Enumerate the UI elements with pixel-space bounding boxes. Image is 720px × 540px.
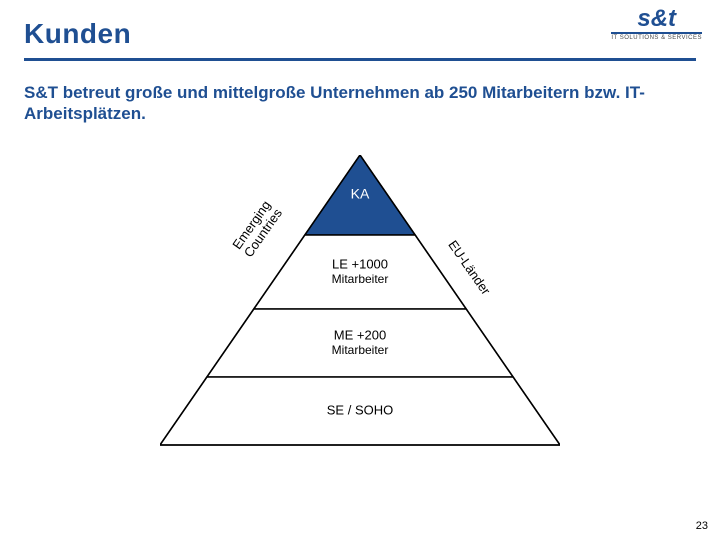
- title-underline: [24, 58, 696, 61]
- pyramid-label-ka: KA: [351, 186, 370, 202]
- pyramid-label-me: ME +200: [334, 327, 386, 342]
- logo-tagline: IT SOLUTIONS & SERVICES: [611, 32, 702, 41]
- slide-header: Kunden s&t IT SOLUTIONS & SERVICES: [0, 0, 720, 60]
- logo: s&t IT SOLUTIONS & SERVICES: [611, 8, 702, 41]
- pyramid-diagram: KALE +1000MitarbeiterME +200MitarbeiterS…: [160, 155, 560, 475]
- subtitle: S&T betreut große und mittelgroße Untern…: [24, 82, 696, 125]
- pyramid-sublabel-le: Mitarbeiter: [332, 272, 389, 286]
- slide-title: Kunden: [24, 18, 131, 50]
- page-number: 23: [696, 520, 708, 532]
- pyramid-svg: KALE +1000MitarbeiterME +200MitarbeiterS…: [160, 155, 560, 455]
- pyramid-label-sesoho: SE / SOHO: [327, 402, 393, 417]
- logo-brand: s&t: [611, 8, 702, 30]
- pyramid-sublabel-me: Mitarbeiter: [332, 343, 389, 357]
- pyramid-label-le: LE +1000: [332, 256, 388, 271]
